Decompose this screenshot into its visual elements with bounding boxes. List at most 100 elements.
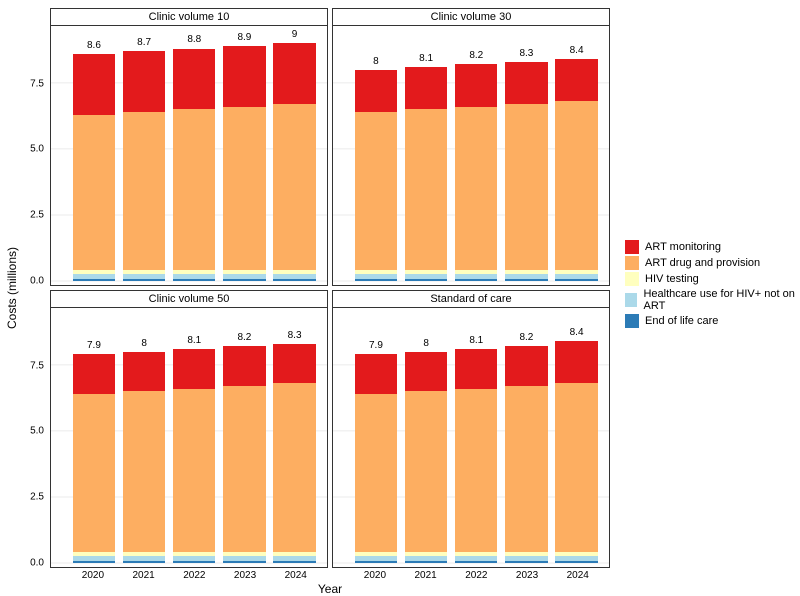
legend-label: ART monitoring [645,241,721,253]
bar-segment-art-drug [355,112,397,271]
bar-segment-art-monitoring [123,51,165,112]
x-tick: 2020 [82,570,104,581]
bar-segment-art-monitoring [173,49,215,110]
bar: 8.7 [123,30,165,281]
bar-segment-art-monitoring [355,70,397,112]
legend-swatch [625,240,639,254]
bar-segment-art-monitoring [273,344,315,384]
figure: 0.02.55.07.5 0.02.55.07.5 Costs (million… [0,0,800,594]
bar-segment-art-drug [505,104,547,270]
bar-label: 7.9 [355,340,397,351]
plot-area: 8.6 8.7 8.8 8.9 9 [57,30,321,281]
bar-label: 8.2 [455,50,497,61]
panel-title: Clinic volume 50 [50,290,328,307]
bar: 8.4 [555,30,597,281]
bar-segment-art-drug [455,107,497,271]
bar: 8.2 [455,30,497,281]
bar-segment-art-drug [355,394,397,553]
x-tick: 2023 [234,570,256,581]
bar-segment-end-of-life [355,561,397,563]
x-tick: 2024 [567,570,589,581]
x-tick: 2022 [183,570,205,581]
x-tick: 2023 [516,570,538,581]
y-tick: 0.0 [30,558,44,569]
y-tick: 2.5 [30,210,44,221]
bar-label: 8.3 [505,48,547,59]
bar-segment-art-drug [273,104,315,270]
bar-label: 8.7 [123,37,165,48]
legend-label: End of life care [645,315,718,327]
bar-segment-art-drug [273,383,315,552]
bar: 8 [355,30,397,281]
legend-swatch [625,272,639,286]
bar: 7.9 [73,312,115,563]
bar-segment-art-monitoring [173,349,215,389]
bar: 8.2 [223,312,265,563]
bar-label: 8.9 [223,32,265,43]
bar: 8.9 [223,30,265,281]
bar-segment-art-drug [123,391,165,552]
bar-segment-art-drug [405,391,447,552]
bar-segment-art-monitoring [505,346,547,386]
bar: 8.3 [273,312,315,563]
x-axis: 20202021202220232024 2020202120222023202… [50,570,610,582]
bar-label: 7.9 [73,340,115,351]
bar: 8.1 [173,312,215,563]
panel: Clinic volume 3088.18.28.38.4 [332,8,610,286]
panel-title: Standard of care [332,290,610,307]
bar-label: 9 [273,29,315,40]
panel-body: 7.988.18.28.3 [50,307,328,568]
bar-segment-art-drug [555,383,597,552]
bar-segment-art-monitoring [355,354,397,394]
bar-segment-end-of-life [505,561,547,563]
y-tick: 2.5 [30,492,44,503]
bar-segment-end-of-life [173,279,215,281]
bar-label: 8.1 [173,335,215,346]
bar: 8.4 [555,312,597,563]
bar-segment-art-monitoring [455,349,497,389]
x-tick: 2021 [415,570,437,581]
bar-segment-end-of-life [405,561,447,563]
bar-segment-art-drug [123,112,165,271]
bar-label: 8.4 [555,45,597,56]
bar-segment-art-drug [223,107,265,271]
bar-segment-end-of-life [455,561,497,563]
bar-segment-end-of-life [273,279,315,281]
plot-area: 7.988.18.28.3 [57,312,321,563]
bar-segment-art-monitoring [505,62,547,104]
x-tick: 2020 [364,570,386,581]
bar-segment-end-of-life [405,279,447,281]
bar-label: 8.1 [455,335,497,346]
y-tick: 5.0 [30,144,44,155]
legend-item: ART drug and provision [625,256,800,270]
bar: 7.9 [355,312,397,563]
bar: 8.8 [173,30,215,281]
bar-segment-art-drug [173,109,215,270]
bar-label: 8 [405,338,447,349]
y-tick: 7.5 [30,78,44,89]
panel-title: Clinic volume 30 [332,8,610,25]
bar: 8.1 [455,312,497,563]
bar-segment-end-of-life [123,561,165,563]
legend-swatch [625,256,639,270]
bar-segment-art-drug [555,101,597,270]
plot-area: 7.988.18.28.4 [339,312,603,563]
bar-segment-end-of-life [173,561,215,563]
y-tick: 5.0 [30,426,44,437]
bar-label: 8.8 [173,34,215,45]
bar-label: 8.6 [73,40,115,51]
panel-grid: Clinic volume 108.68.78.88.99Clinic volu… [50,8,610,568]
x-tick: 2022 [465,570,487,581]
bar-segment-art-drug [223,386,265,552]
bar-label: 8.4 [555,327,597,338]
bar-segment-end-of-life [505,279,547,281]
bar-segment-art-monitoring [555,59,597,101]
bar-segment-end-of-life [355,279,397,281]
panel: Clinic volume 108.68.78.88.99 [50,8,328,286]
legend-item: Healthcare use for HIV+ not on ART [625,288,800,312]
legend-swatch [625,293,637,307]
bar-segment-art-monitoring [73,354,115,394]
y-tick: 0.0 [30,276,44,287]
legend: ART monitoringART drug and provisionHIV … [625,240,800,330]
bar-segment-end-of-life [73,561,115,563]
